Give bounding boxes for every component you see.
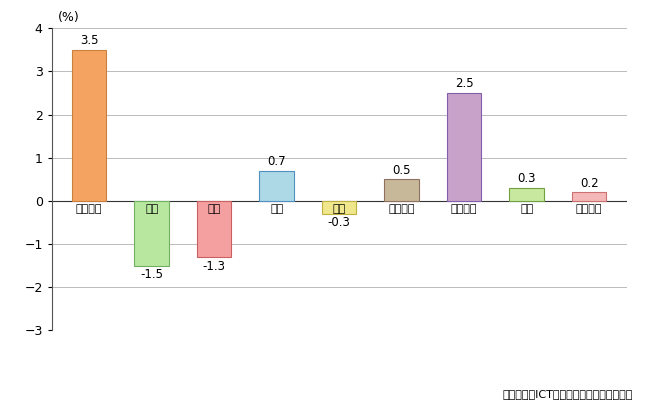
- Text: 3.5: 3.5: [80, 34, 98, 47]
- Text: -1.3: -1.3: [203, 260, 225, 273]
- Text: 0.2: 0.2: [580, 177, 598, 190]
- Text: 全産業計: 全産業計: [576, 204, 602, 214]
- Text: 0.7: 0.7: [267, 155, 286, 168]
- Bar: [72, 50, 107, 201]
- Text: 情報通信: 情報通信: [76, 204, 103, 214]
- Bar: [134, 201, 169, 266]
- Text: （出典）「ICTの経済分析に関する調査」: （出典）「ICTの経済分析に関する調査」: [503, 389, 633, 399]
- Bar: [510, 188, 544, 201]
- Bar: [447, 93, 481, 201]
- Text: 運輸: 運輸: [145, 204, 158, 214]
- Text: 鉄鋼: 鉄鋼: [520, 204, 533, 214]
- Text: 建設: 建設: [333, 204, 346, 214]
- Bar: [260, 171, 294, 201]
- Bar: [197, 201, 231, 257]
- Text: 卸売: 卸売: [270, 204, 284, 214]
- Text: 0.3: 0.3: [517, 172, 536, 185]
- Text: (%): (%): [58, 11, 79, 24]
- Text: 2.5: 2.5: [455, 77, 474, 90]
- Text: 輸送機械: 輸送機械: [388, 204, 415, 214]
- Text: 小売: 小売: [207, 204, 221, 214]
- Text: 0.5: 0.5: [392, 164, 411, 177]
- Text: -1.5: -1.5: [140, 268, 163, 281]
- Bar: [322, 201, 357, 214]
- Text: -0.3: -0.3: [328, 216, 351, 229]
- Bar: [572, 192, 607, 201]
- Text: 電気機械: 電気機械: [451, 204, 477, 214]
- Bar: [384, 179, 419, 201]
